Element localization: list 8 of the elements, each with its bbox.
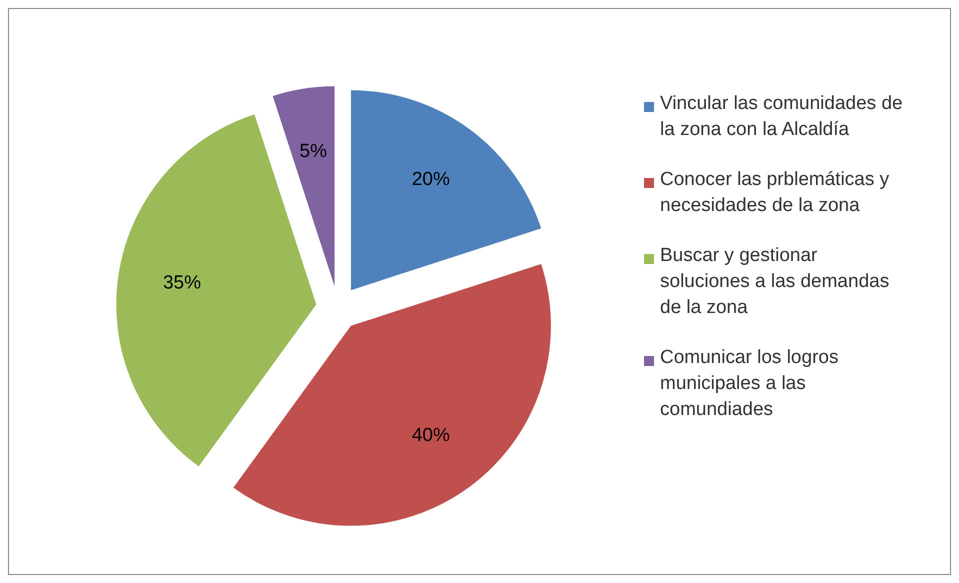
legend-label: Comunicar los logros municipales a las comundiades	[660, 346, 838, 420]
data-label: 5%	[300, 140, 328, 162]
legend-label: Conocer las prblemáticas y necesidades de la zona	[660, 168, 890, 216]
legend-label: Vincular las comunidades de la zona con la Alcaldía	[660, 92, 903, 140]
legend-label: Buscar y gestionar soluciones a las demandas de la zona	[660, 244, 890, 318]
data-label: 20%	[412, 169, 450, 190]
data-label: 35%	[162, 272, 202, 294]
data-label: 40%	[412, 424, 450, 446]
